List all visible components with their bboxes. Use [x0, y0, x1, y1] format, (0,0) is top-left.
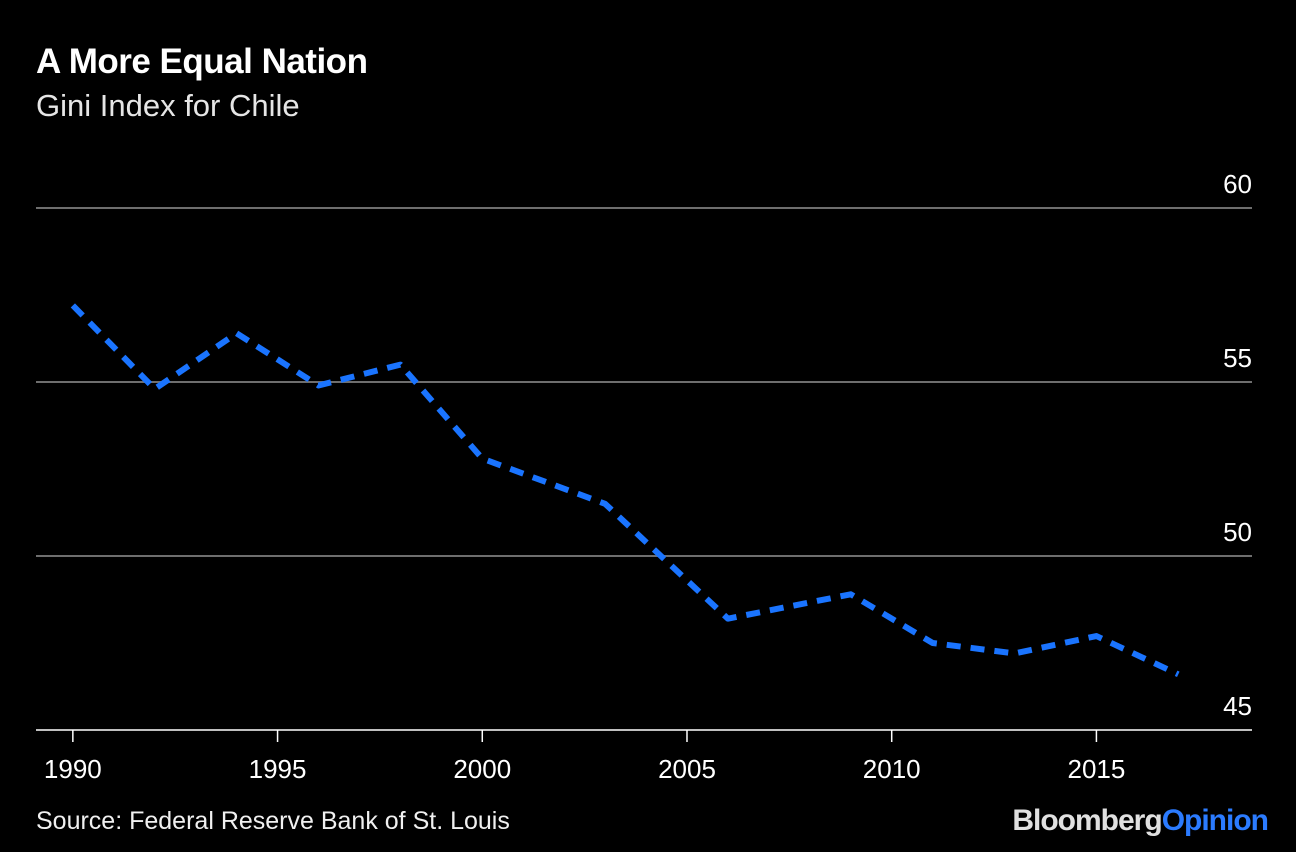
x-tick-label-2000: 2000 [453, 754, 511, 784]
x-tick-label-1995: 1995 [249, 754, 307, 784]
y-tick-label-60: 60 [1223, 169, 1252, 199]
brand-part-2: Opinion [1161, 804, 1269, 837]
x-tick-label-2005: 2005 [658, 754, 716, 784]
x-tick-label-2015: 2015 [1067, 754, 1125, 784]
bloomberg-opinion-logo: BloombergOpinion [1012, 804, 1269, 838]
y-tick-labels: 60 55 50 45 [1223, 169, 1252, 721]
y-tick-label-55: 55 [1223, 343, 1252, 373]
gridlines [36, 207, 1252, 731]
chart-title: A More Equal Nation [36, 42, 368, 81]
chart-subtitle: Gini Index for Chile [36, 88, 300, 123]
x-tick-label-1990: 1990 [44, 754, 102, 784]
y-tick-label-45: 45 [1223, 691, 1252, 721]
series-line-1 [70, 303, 1180, 678]
brand-part-1: Bloomberg [1012, 804, 1162, 837]
series-line-layer [70, 303, 1180, 678]
x-ticks: 1990 1995 2000 2005 2010 2015 [44, 730, 1125, 784]
y-tick-label-50: 50 [1223, 517, 1252, 547]
x-tick-label-2010: 2010 [863, 754, 921, 784]
source-note: Source: Federal Reserve Bank of St. Loui… [36, 807, 510, 835]
